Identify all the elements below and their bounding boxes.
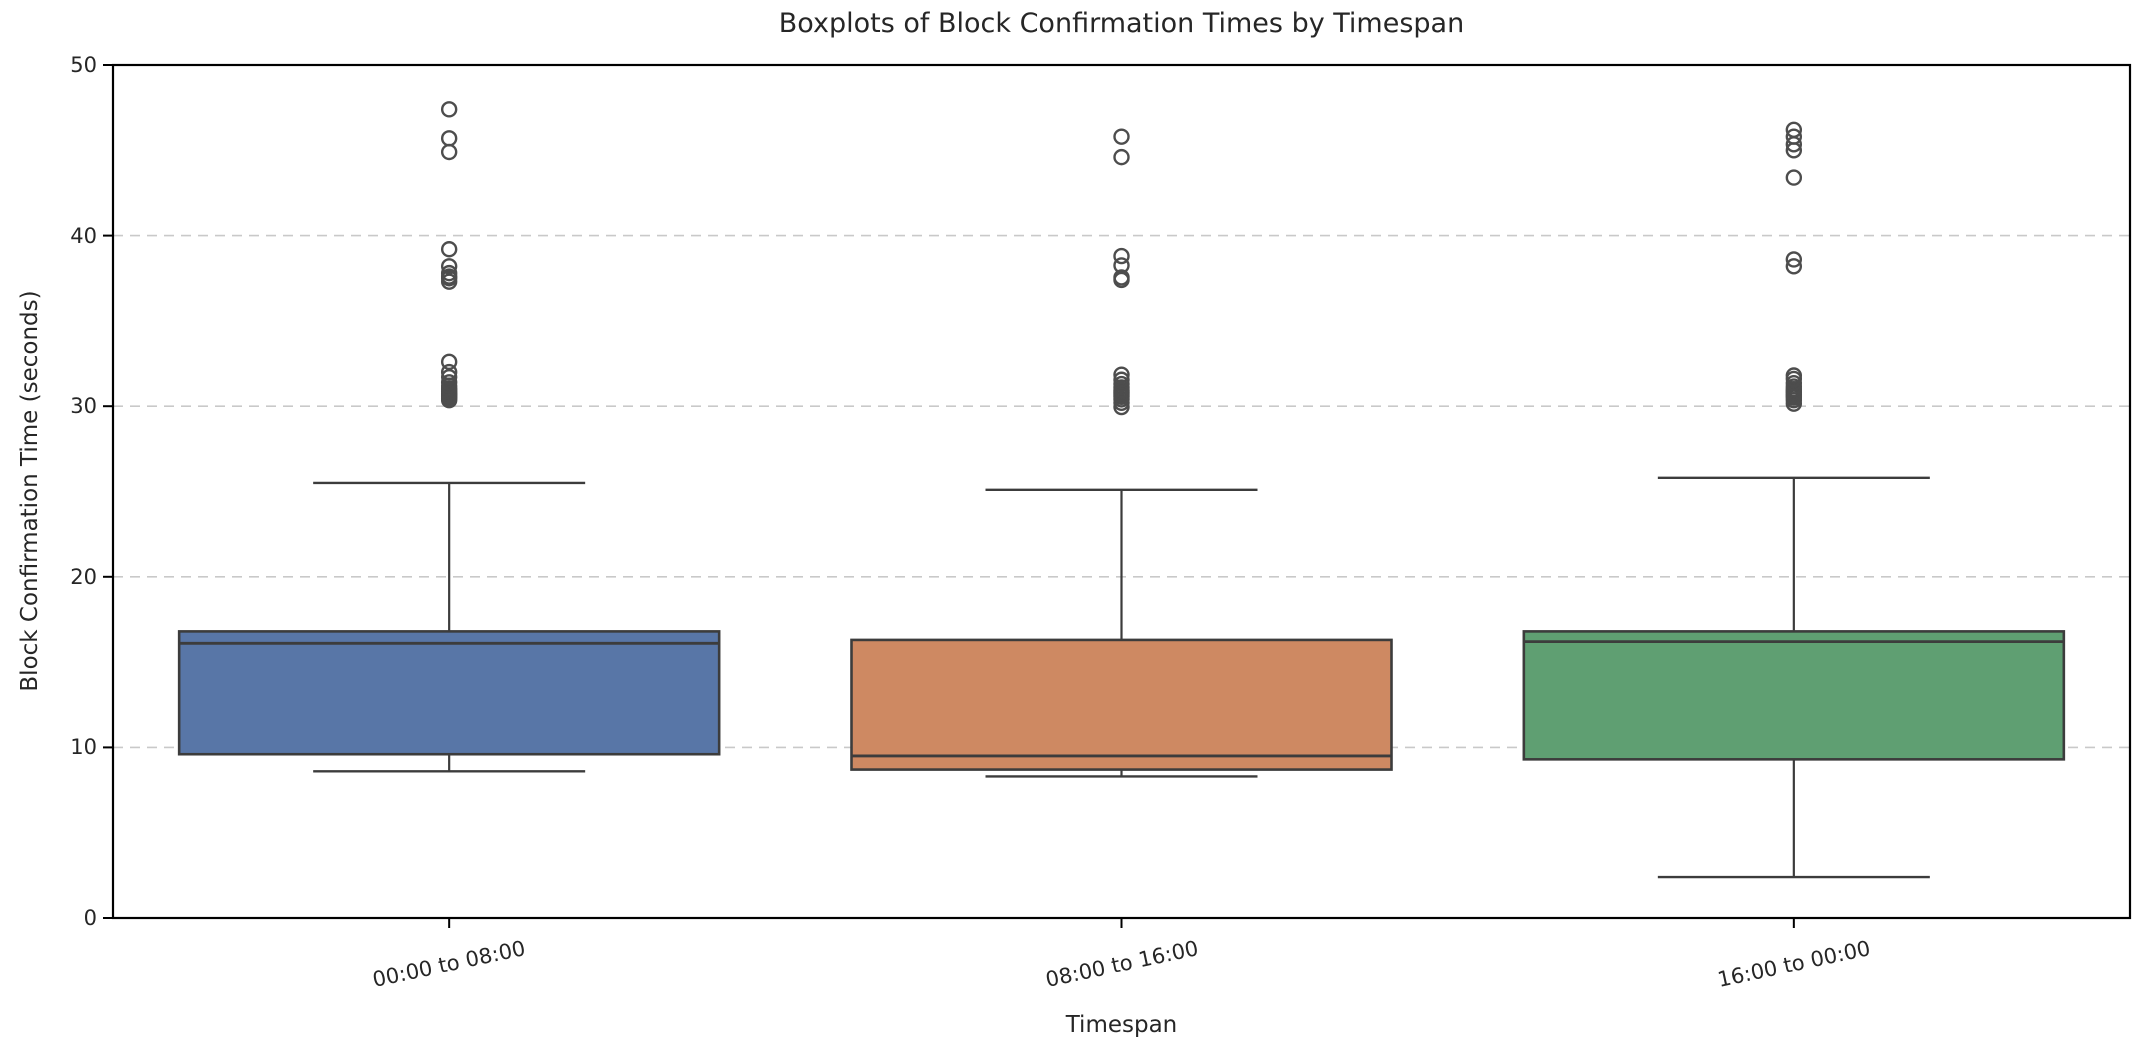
outlier-point [1785,251,1803,268]
boxplot-08-00-to-16-00 [850,128,1393,778]
outlier-point [440,241,458,258]
outlier-point [1113,257,1130,274]
outlier-point [440,353,458,371]
outlier-point [1113,148,1130,166]
outlier-point [440,258,458,275]
outlier-point [440,130,458,147]
outlier-point [1113,128,1130,145]
chart-title: Boxplots of Block Confirmation Times by … [778,8,1465,39]
y-tick-label-0: 0 [83,906,97,930]
outlier-point [1785,367,1803,384]
outlier-point [440,143,458,161]
x-axis-title: Timespan [1065,1012,1178,1038]
box-iqr [177,630,721,756]
outlier-point [1785,128,1803,145]
y-tick-label-10: 10 [70,735,97,760]
outlier-point [440,368,458,386]
y-tick-label-40: 40 [70,223,97,248]
y-tick-label-30: 30 [70,394,97,419]
outlier-point [1113,371,1130,388]
outlier-point [440,374,458,391]
boxplot-16-00-to-00-00 [1522,121,2066,879]
outlier-point [1785,121,1803,139]
y-tick-label-20: 20 [70,564,97,589]
outlier-point [440,363,458,381]
outlier-point [1113,247,1130,265]
outlier-point [1785,169,1803,186]
outlier-point [440,264,458,282]
y-tick-label-50: 50 [70,53,97,77]
outlier-point [1113,366,1130,383]
box-iqr [1522,630,2066,761]
outlier-point [440,101,458,118]
boxplot-00-00-to-08-00 [177,101,721,773]
y-axis-title: Block Confirmation Time (seconds) [17,290,43,692]
outlier-point [1113,269,1130,286]
box-iqr [850,638,1393,771]
outlier-point [1785,258,1803,275]
